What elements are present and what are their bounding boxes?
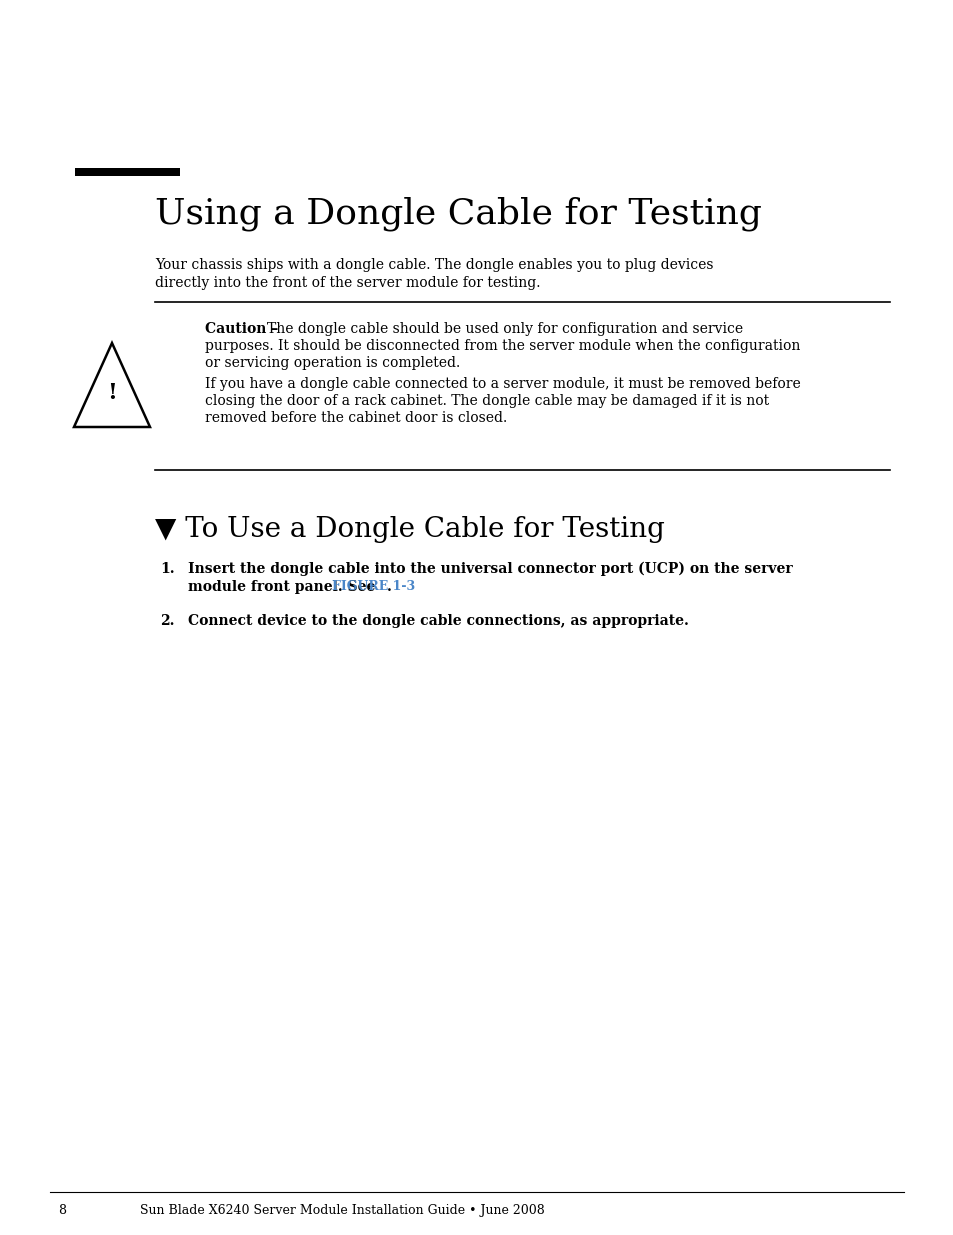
Text: 2.: 2. xyxy=(160,614,174,629)
Text: purposes. It should be disconnected from the server module when the configuratio: purposes. It should be disconnected from… xyxy=(205,338,800,353)
Text: or servicing operation is completed.: or servicing operation is completed. xyxy=(205,356,459,370)
Text: ▼ To Use a Dongle Cable for Testing: ▼ To Use a Dongle Cable for Testing xyxy=(154,516,664,543)
Text: Your chassis ships with a dongle cable. The dongle enables you to plug devices: Your chassis ships with a dongle cable. … xyxy=(154,258,713,272)
Text: The dongle cable should be used only for configuration and service: The dongle cable should be used only for… xyxy=(267,322,742,336)
Text: 8: 8 xyxy=(58,1204,66,1216)
Text: If you have a dongle cable connected to a server module, it must be removed befo: If you have a dongle cable connected to … xyxy=(205,377,800,391)
Text: directly into the front of the server module for testing.: directly into the front of the server mo… xyxy=(154,275,540,290)
Text: Insert the dongle cable into the universal connector port (UCP) on the server: Insert the dongle cable into the univers… xyxy=(188,562,792,577)
Text: module front panel. See: module front panel. See xyxy=(188,580,380,594)
Text: Using a Dongle Cable for Testing: Using a Dongle Cable for Testing xyxy=(154,196,761,231)
Text: closing the door of a rack cabinet. The dongle cable may be damaged if it is not: closing the door of a rack cabinet. The … xyxy=(205,394,768,408)
Text: Connect device to the dongle cable connections, as appropriate.: Connect device to the dongle cable conne… xyxy=(188,614,688,629)
Text: 1.: 1. xyxy=(160,562,174,576)
Bar xyxy=(75,168,180,177)
Text: Caution –: Caution – xyxy=(205,322,283,336)
Text: Sun Blade X6240 Server Module Installation Guide • June 2008: Sun Blade X6240 Server Module Installati… xyxy=(140,1204,544,1216)
Text: FIGURE 1-3: FIGURE 1-3 xyxy=(332,580,415,593)
Text: !: ! xyxy=(107,382,117,404)
Text: .: . xyxy=(387,580,392,594)
Text: removed before the cabinet door is closed.: removed before the cabinet door is close… xyxy=(205,411,507,425)
